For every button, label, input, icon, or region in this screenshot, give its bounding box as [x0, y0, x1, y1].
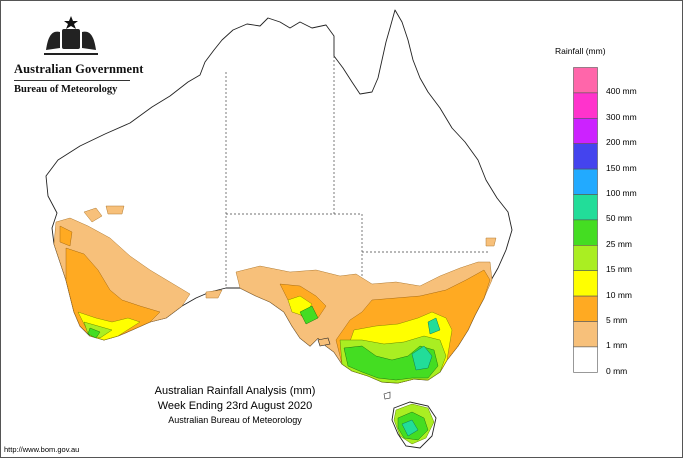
legend-label: 200 mm: [606, 137, 637, 148]
legend-label: 50 mm: [606, 213, 632, 224]
legend-label: 5 mm: [606, 315, 628, 325]
map-caption: Australian Rainfall Analysis (mm) Week E…: [110, 384, 360, 427]
legend-swatch: [573, 270, 598, 297]
legend-swatch: [573, 245, 598, 272]
legend-label: 15 mm: [606, 264, 632, 275]
legend-label: 10 mm: [606, 289, 632, 300]
legend-label: 25 mm: [606, 238, 632, 249]
legend-label: 1 mm: [606, 340, 628, 351]
rainfall-legend: [573, 67, 598, 373]
tasmania-outline: [391, 401, 437, 449]
legend-swatch: [573, 67, 598, 94]
legend-title: Rainfall (mm): [555, 46, 606, 56]
bureau-title: Bureau of Meteorology: [14, 84, 118, 95]
legend-label: 100 mm: [606, 188, 637, 198]
caption-period: Week Ending 23rd August 2020: [157, 400, 313, 412]
legend-swatch: [573, 295, 598, 322]
government-branding: Australian Government Bureau of Meteorol…: [14, 62, 144, 95]
source-url[interactable]: http://www.bom.gov.au: [4, 445, 80, 454]
commonwealth-coat-of-arms-icon: [44, 16, 98, 55]
caption-source: Australian Bureau of Meteorology: [168, 415, 302, 425]
legend-swatch: [573, 194, 598, 221]
government-title: Australian Government: [14, 62, 144, 76]
branding-divider: [14, 80, 130, 81]
legend-swatch: [573, 168, 598, 195]
caption-title: Australian Rainfall Analysis (mm): [154, 385, 316, 397]
legend-swatch: [573, 321, 598, 348]
legend-swatch: [573, 117, 598, 144]
legend-swatch: [573, 346, 598, 373]
legend-swatch: [573, 143, 598, 170]
legend-label: 300 mm: [606, 111, 637, 122]
rainfall-50mm: [401, 317, 441, 437]
legend-swatch: [573, 219, 598, 246]
kangaroo-island: [317, 337, 331, 347]
legend-label: 0 mm: [606, 365, 628, 376]
bass-strait-island: [383, 391, 391, 400]
legend-swatch: [573, 92, 598, 119]
legend-label: 400 mm: [606, 86, 637, 97]
legend-label: 150 mm: [606, 162, 637, 173]
